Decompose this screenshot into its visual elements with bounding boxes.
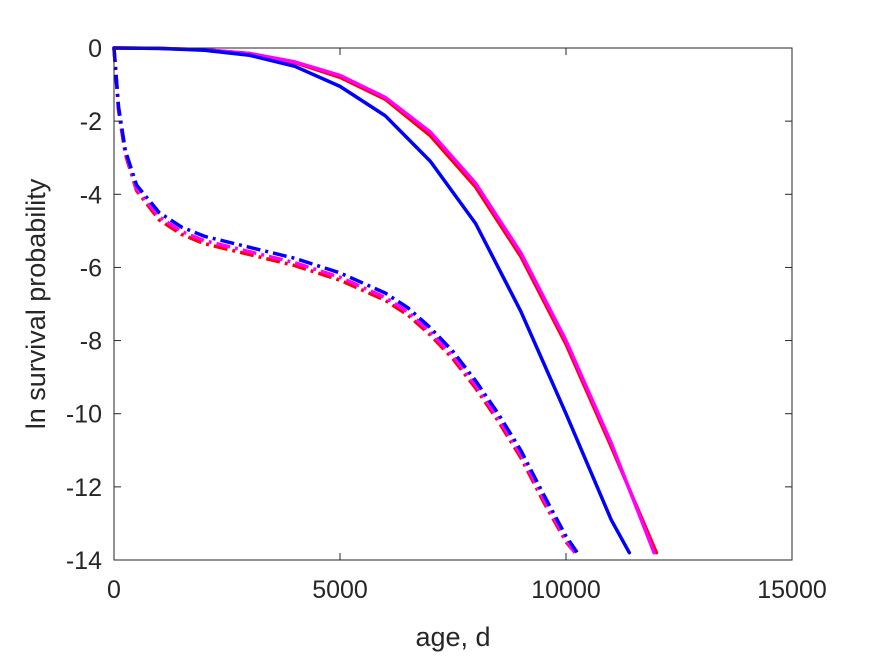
y-tick-label: -14 [66,547,102,575]
x-tick-label: 15000 [757,576,827,604]
series-line-4 [112,47,577,554]
plot-area-frame [113,47,793,561]
x-tick-label: 0 [107,576,121,604]
y-tick-label: -4 [80,181,102,209]
y-axis-label: ln survival probability [21,178,51,429]
series-line-1 [112,46,656,555]
y-tick-label: -10 [66,401,102,429]
y-tick-label: 0 [88,35,102,63]
x-tick-label: 5000 [312,576,368,604]
y-tick-label: -6 [80,254,102,282]
x-axis-label: age, d [415,622,490,652]
series-line-3 [112,47,577,554]
series-layer [112,46,659,555]
y-tick-label: -2 [80,108,102,136]
y-tick-label: -8 [80,328,102,356]
series-line-0 [112,46,659,555]
tick-layer: 0 5000 10000 15000 0 -2 -4 -6 -8 -10 -12 -14 [66,35,827,604]
x-tick-label: 10000 [531,576,601,604]
series-line-5 [112,47,579,554]
series-line-2 [112,46,632,555]
y-tick-label: -12 [66,474,102,502]
